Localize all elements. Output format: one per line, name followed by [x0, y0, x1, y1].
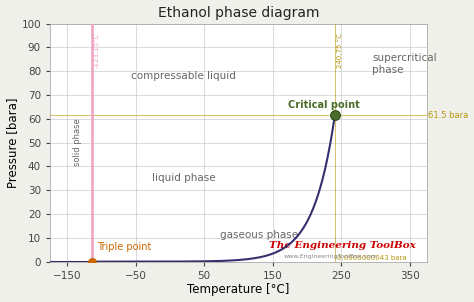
Text: 0.0000000043 bara: 0.0000000043 bara	[337, 255, 407, 261]
Title: Ethanol phase diagram: Ethanol phase diagram	[158, 5, 319, 20]
Text: gaseous phase: gaseous phase	[220, 230, 298, 240]
Text: solid phase: solid phase	[73, 119, 82, 166]
Y-axis label: Pressure [bara]: Pressure [bara]	[6, 97, 18, 188]
Text: Triple point: Triple point	[97, 242, 152, 252]
Text: www.EngineeringToolBox.com: www.EngineeringToolBox.com	[283, 254, 378, 259]
Text: 240.75 °C: 240.75 °C	[337, 33, 343, 68]
Text: Critical point: Critical point	[288, 101, 360, 111]
Text: -123.15°C: -123.15°C	[94, 33, 100, 68]
Text: 61.5 bara: 61.5 bara	[428, 111, 468, 120]
Text: liquid phase: liquid phase	[152, 173, 215, 183]
X-axis label: Temperature [°C]: Temperature [°C]	[187, 284, 290, 297]
Text: compressable liquid: compressable liquid	[131, 71, 236, 81]
Text: supercritical
phase: supercritical phase	[372, 53, 437, 75]
Text: The Engineering ToolBox: The Engineering ToolBox	[269, 241, 415, 250]
